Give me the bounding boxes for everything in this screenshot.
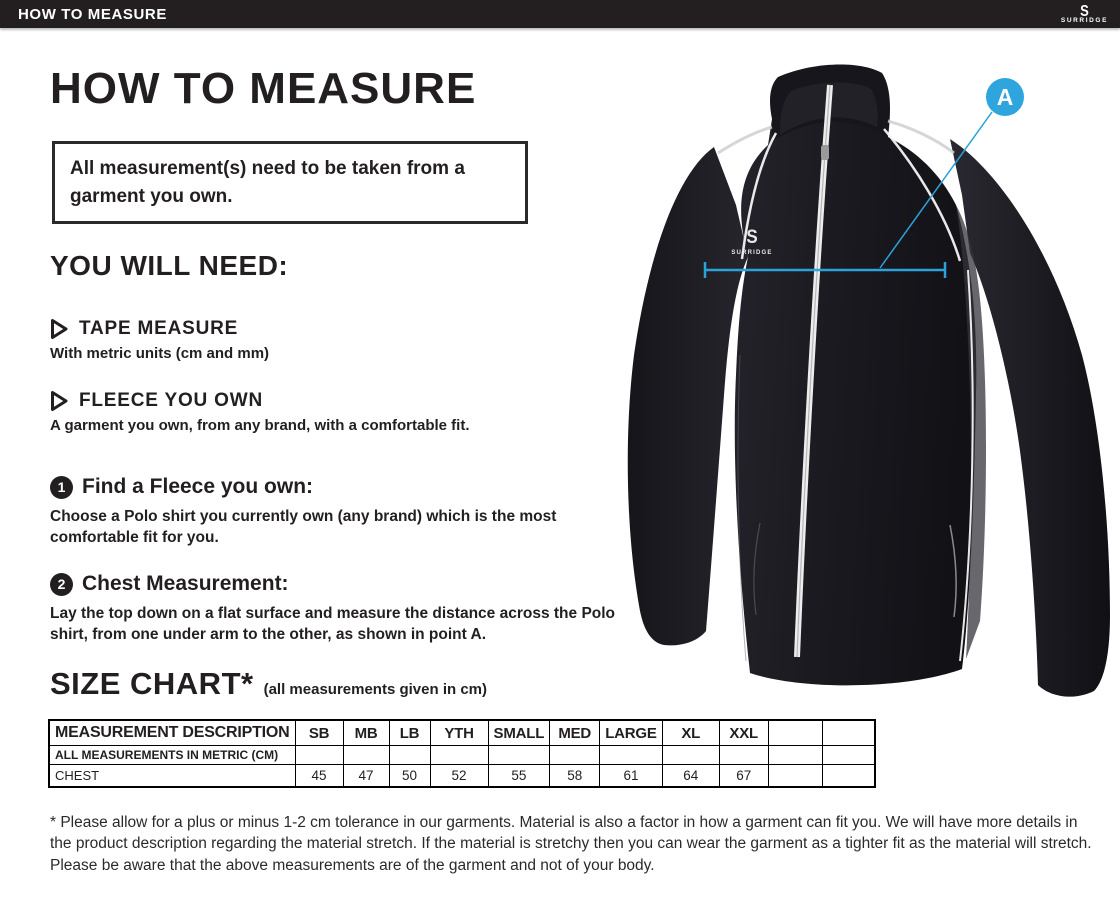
step-2-heading: 2 Chest Measurement: [50,572,289,596]
table-cell: 47 [342,764,390,788]
column-header: MEASUREMENT DESCRIPTION [48,719,296,746]
chest-surridge-logo: S SURRIDGE [731,225,772,256]
size-chart-subheading: (all measurements given in cm) [263,681,487,698]
table-cell [599,745,663,765]
page-title: HOW TO MEASURE [50,64,477,113]
step-2-title: Chest Measurement: [82,572,289,595]
topbar-title: HOW TO MEASURE [18,5,167,23]
table-cell [767,764,823,788]
triangle-bullet-icon [51,319,68,339]
point-a-label: A [997,84,1014,110]
table-row-chest: CHEST 45 47 50 52 55 58 61 64 67 [48,764,876,788]
top-header-bar: HOW TO MEASURE S SURRIDGE [0,0,1120,28]
table-header-row: MEASUREMENT DESCRIPTION SB MB LB YTH SMA… [48,719,876,746]
column-header: SB [294,719,344,746]
table-cell [294,745,344,765]
table-cell [342,745,390,765]
table-cell [821,745,876,765]
column-header: SMALL [487,719,551,746]
need-item-title: FLEECE YOU OWN [79,390,263,411]
table-cell: 64 [661,764,720,788]
column-header [767,719,823,746]
need-item-description: A garment you own, from any brand, with … [50,417,470,434]
zipper-pull [821,145,829,160]
step-1-heading: 1 Find a Fleece you own: [50,475,313,499]
table-cell: 67 [718,764,769,788]
step-2-description: Lay the top down on a flat surface and m… [50,605,616,643]
shoulder-piping-right [887,119,955,155]
column-header: XXL [718,719,769,746]
chest-measurement-annotation: A [703,78,1024,278]
you-will-need-heading: YOU WILL NEED: [50,250,289,281]
size-chart-heading: SIZE CHART* [50,666,254,701]
size-chart-table: MEASUREMENT DESCRIPTION SB MB LB YTH SMA… [48,719,877,788]
need-item-tape-measure: TAPE MEASURE [50,318,238,340]
triangle-bullet-icon [51,391,68,411]
size-chart-heading-row: SIZE CHART* (all measurements given in c… [50,666,487,702]
row-label: CHEST [48,764,296,788]
surridge-logo: S SURRIDGE [1060,1,1108,25]
column-header: YTH [429,719,489,746]
table-cell [718,745,769,765]
need-item-title: TAPE MEASURE [79,318,239,339]
step-1-number-badge: 1 [50,475,73,499]
step-1-title: Find a Fleece you own: [82,475,314,498]
column-header: LARGE [599,719,663,746]
table-cell [767,745,823,765]
surridge-s-icon: S [1080,1,1089,20]
table-cell [661,745,720,765]
fleece-jacket-diagram: S SURRIDGE A [627,64,1110,697]
tolerance-footnote: * Please allow for a plus or minus 1-2 c… [50,814,1092,874]
callout-line [879,111,993,269]
step-2-number-badge: 2 [50,572,73,596]
table-cell: 45 [294,764,344,788]
column-header: XL [661,719,720,746]
chest-logo-wordmark: SURRIDGE [731,250,772,256]
need-item-description: With metric units (cm and mm) [50,345,270,362]
table-cell: 55 [487,764,551,788]
table-cell [388,745,431,765]
table-cell: 58 [549,764,601,788]
shoulder-piping-left [717,125,773,155]
column-header: LB [388,719,431,746]
table-cell [821,764,876,788]
table-cell [487,745,551,765]
table-cell: 52 [429,764,489,788]
column-header: MED [549,719,601,746]
point-a-marker [986,78,1024,116]
step-1-description: Choose a Polo shirt you currently own (a… [50,508,557,546]
need-item-fleece: FLEECE YOU OWN [50,390,263,412]
table-cell [549,745,601,765]
table-cell: 61 [599,764,663,788]
chest-logo-s-icon: S [746,225,757,247]
table-row-metric-note: ALL MEASUREMENTS IN METRIC (CM) [48,745,876,765]
column-header: MB [342,719,390,746]
table-cell: 50 [388,764,431,788]
measurement-note-box: All measurement(s) need to be taken from… [52,141,528,225]
fleece-jacket-photo: S SURRIDGE [627,64,1110,697]
table-cell [429,745,489,765]
column-header [821,719,876,746]
surridge-wordmark: SURRIDGE [1060,16,1108,24]
row-label: ALL MEASUREMENTS IN METRIC (CM) [48,745,296,765]
